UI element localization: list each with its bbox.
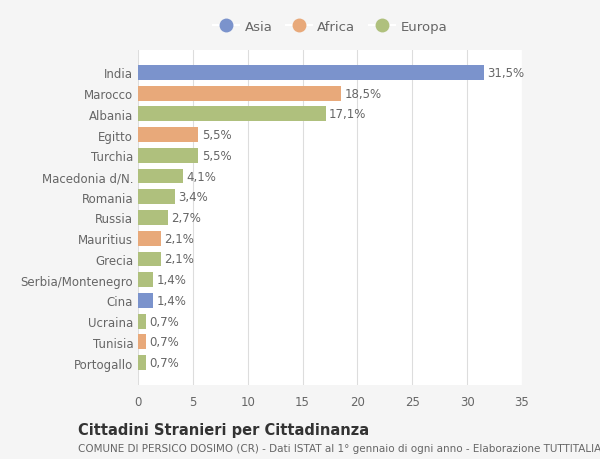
Bar <box>138 128 199 143</box>
Legend: Asia, Africa, Europa: Asia, Africa, Europa <box>209 17 451 38</box>
Text: 5,5%: 5,5% <box>202 150 231 162</box>
Text: 0,7%: 0,7% <box>149 356 179 369</box>
Text: Cittadini Stranieri per Cittadinanza: Cittadini Stranieri per Cittadinanza <box>78 422 369 437</box>
Text: 2,7%: 2,7% <box>171 212 201 224</box>
Text: 0,7%: 0,7% <box>149 336 179 349</box>
Bar <box>138 252 161 267</box>
Bar <box>138 66 484 81</box>
Text: 3,4%: 3,4% <box>179 191 208 204</box>
Text: 5,5%: 5,5% <box>202 129 231 142</box>
Bar <box>138 231 161 246</box>
Bar <box>138 107 326 122</box>
Text: 2,1%: 2,1% <box>164 232 194 245</box>
Bar <box>138 190 175 205</box>
Text: COMUNE DI PERSICO DOSIMO (CR) - Dati ISTAT al 1° gennaio di ogni anno - Elaboraz: COMUNE DI PERSICO DOSIMO (CR) - Dati IST… <box>78 443 600 453</box>
Bar <box>138 355 146 370</box>
Text: 4,1%: 4,1% <box>186 170 216 183</box>
Bar <box>138 273 154 287</box>
Bar <box>138 293 154 308</box>
Bar <box>138 211 167 225</box>
Text: 0,7%: 0,7% <box>149 315 179 328</box>
Bar <box>138 149 199 163</box>
Text: 17,1%: 17,1% <box>329 108 366 121</box>
Text: 1,4%: 1,4% <box>157 294 187 307</box>
Text: 18,5%: 18,5% <box>344 87 382 101</box>
Bar <box>138 169 183 184</box>
Bar <box>138 314 146 329</box>
Bar <box>138 335 146 350</box>
Text: 1,4%: 1,4% <box>157 274 187 286</box>
Bar <box>138 86 341 101</box>
Text: 2,1%: 2,1% <box>164 253 194 266</box>
Text: 31,5%: 31,5% <box>487 67 524 80</box>
